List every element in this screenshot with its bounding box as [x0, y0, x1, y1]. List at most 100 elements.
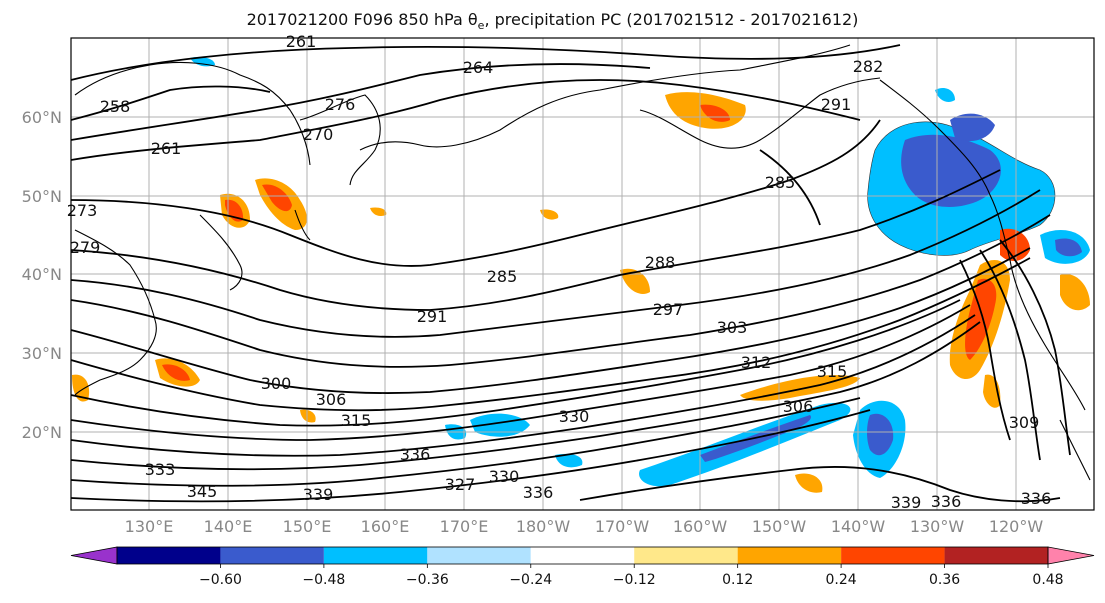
- contour-label: 339: [303, 485, 334, 504]
- colorbar-swatch: [530, 547, 635, 564]
- lon-tick-label: 160°W: [673, 517, 728, 536]
- contour-label: 339: [891, 493, 922, 512]
- contour-label-group: 261 264 258 261 270 276 291 285 288 285 …: [67, 32, 1052, 512]
- contour-label: 336: [523, 483, 554, 502]
- colorbar-tick-label: 0.24: [826, 572, 857, 588]
- precip-blob: [1055, 238, 1082, 257]
- precip-blob: [72, 374, 90, 402]
- precip-blob: [935, 88, 955, 102]
- colorbar-tick-label: −0.24: [509, 572, 552, 588]
- contour-label: 306: [316, 390, 347, 409]
- precip-blob: [300, 409, 316, 423]
- coastline: [359, 44, 851, 151]
- lon-tick-label: 130°E: [125, 517, 174, 536]
- contour-label: 330: [489, 467, 520, 486]
- contour-label: 285: [487, 267, 518, 286]
- precip-blob: [1060, 274, 1090, 311]
- precip-blob: [162, 364, 190, 381]
- contour-label: 273: [67, 201, 98, 220]
- colorbar-swatch: [634, 547, 738, 564]
- lon-tick-label: 130°W: [910, 517, 965, 536]
- colorbar-tick-label: 0.48: [1032, 572, 1063, 588]
- contour-label: 279: [70, 238, 101, 257]
- coastline: [74, 61, 311, 166]
- contour-label: 303: [717, 318, 748, 337]
- contour-label: 333: [145, 460, 176, 479]
- lat-tick-label: 30°N: [22, 344, 62, 363]
- coastline: [294, 209, 311, 241]
- colorbar: −0.60 −0.48 −0.36 −0.24 −0.12 0.12 0.24 0.36 0.4…: [70, 546, 1095, 588]
- lon-tick-label: 140°W: [831, 517, 886, 536]
- lat-axis: 60°N 50°N 40°N 30°N 20°N: [22, 108, 62, 442]
- contour-label: 336: [1021, 489, 1052, 508]
- contour-label: 315: [341, 411, 372, 430]
- contour-label: 291: [417, 307, 448, 326]
- lon-tick-label: 150°W: [752, 517, 807, 536]
- precip-blob: [901, 134, 1001, 207]
- contour-label: 261: [286, 32, 317, 51]
- contour-label: 297: [653, 300, 684, 319]
- colorbar-tick-label: 0.36: [929, 572, 960, 588]
- lon-tick-label: 120°W: [989, 517, 1044, 536]
- map-title: 2017021200 F096 850 hPa θe, precipitatio…: [246, 10, 859, 33]
- lat-tick-label: 60°N: [22, 108, 62, 127]
- contour-label: 336: [931, 492, 962, 511]
- contour-label: 276: [325, 95, 356, 114]
- lon-tick-label: 160°E: [361, 517, 410, 536]
- lon-tick-label: 140°E: [204, 517, 253, 536]
- lon-tick-label: 180°W: [516, 517, 571, 536]
- colorbar-tick-label: −0.60: [199, 572, 242, 588]
- coastline: [299, 94, 381, 186]
- colorbar-tick-label: −0.36: [406, 572, 449, 588]
- lon-tick-label: 170°W: [595, 517, 650, 536]
- contour-label: 345: [187, 482, 218, 501]
- colorbar-tick-label: 0.12: [722, 572, 753, 588]
- colorbar-swatch: [117, 547, 221, 564]
- coastline: [639, 77, 881, 149]
- contour-label: 312: [741, 353, 772, 372]
- lat-tick-label: 50°N: [22, 187, 62, 206]
- contour-label: 315: [817, 362, 848, 381]
- coastline: [199, 214, 243, 291]
- contour-label: 291: [821, 95, 852, 114]
- colorbar-extend-low: [70, 546, 118, 565]
- colorbar-swatch: [944, 547, 1048, 564]
- lon-axis: 130°E 140°E 150°E 160°E 170°E 180°W 170°…: [125, 517, 1044, 536]
- map-frame: [70, 37, 1095, 511]
- lat-tick-label: 20°N: [22, 423, 62, 442]
- colorbar-swatch: [427, 547, 531, 564]
- contour-label: 285: [765, 173, 796, 192]
- coastline: [74, 229, 157, 396]
- colorbar-extend-high: [1047, 546, 1095, 565]
- precip-blob: [470, 413, 530, 437]
- precip-blob: [867, 413, 894, 456]
- contour-label: 309: [1009, 413, 1040, 432]
- lat-tick-label: 40°N: [22, 265, 62, 284]
- lon-tick-label: 150°E: [283, 517, 332, 536]
- contour-label: 306: [783, 397, 814, 416]
- precip-blob: [370, 207, 387, 217]
- contour-label: 300: [261, 374, 292, 393]
- colorbar-swatch: [737, 547, 842, 564]
- contour-label: 270: [303, 125, 334, 144]
- contour-label: 336: [400, 445, 431, 464]
- precip-blob: [620, 268, 650, 294]
- contour-label: 261: [151, 139, 182, 158]
- coastline: [879, 79, 1086, 411]
- contour-label: 282: [853, 57, 884, 76]
- colorbar-swatch: [323, 547, 428, 564]
- theta-e-contours: [70, 44, 1071, 503]
- colorbar-swatch: [220, 547, 324, 564]
- precip-blob: [950, 113, 995, 142]
- precip-blob: [700, 104, 730, 122]
- coastline: [1059, 419, 1091, 481]
- precip-blob: [540, 209, 559, 220]
- contour-label: 258: [100, 97, 131, 116]
- colorbar-tick-label: −0.48: [302, 572, 345, 588]
- precip-blob: [795, 473, 823, 493]
- lon-tick-label: 170°E: [440, 517, 489, 536]
- colorbar-outline: [116, 546, 1049, 565]
- coastlines: [74, 44, 1091, 481]
- contour-label: 288: [645, 253, 676, 272]
